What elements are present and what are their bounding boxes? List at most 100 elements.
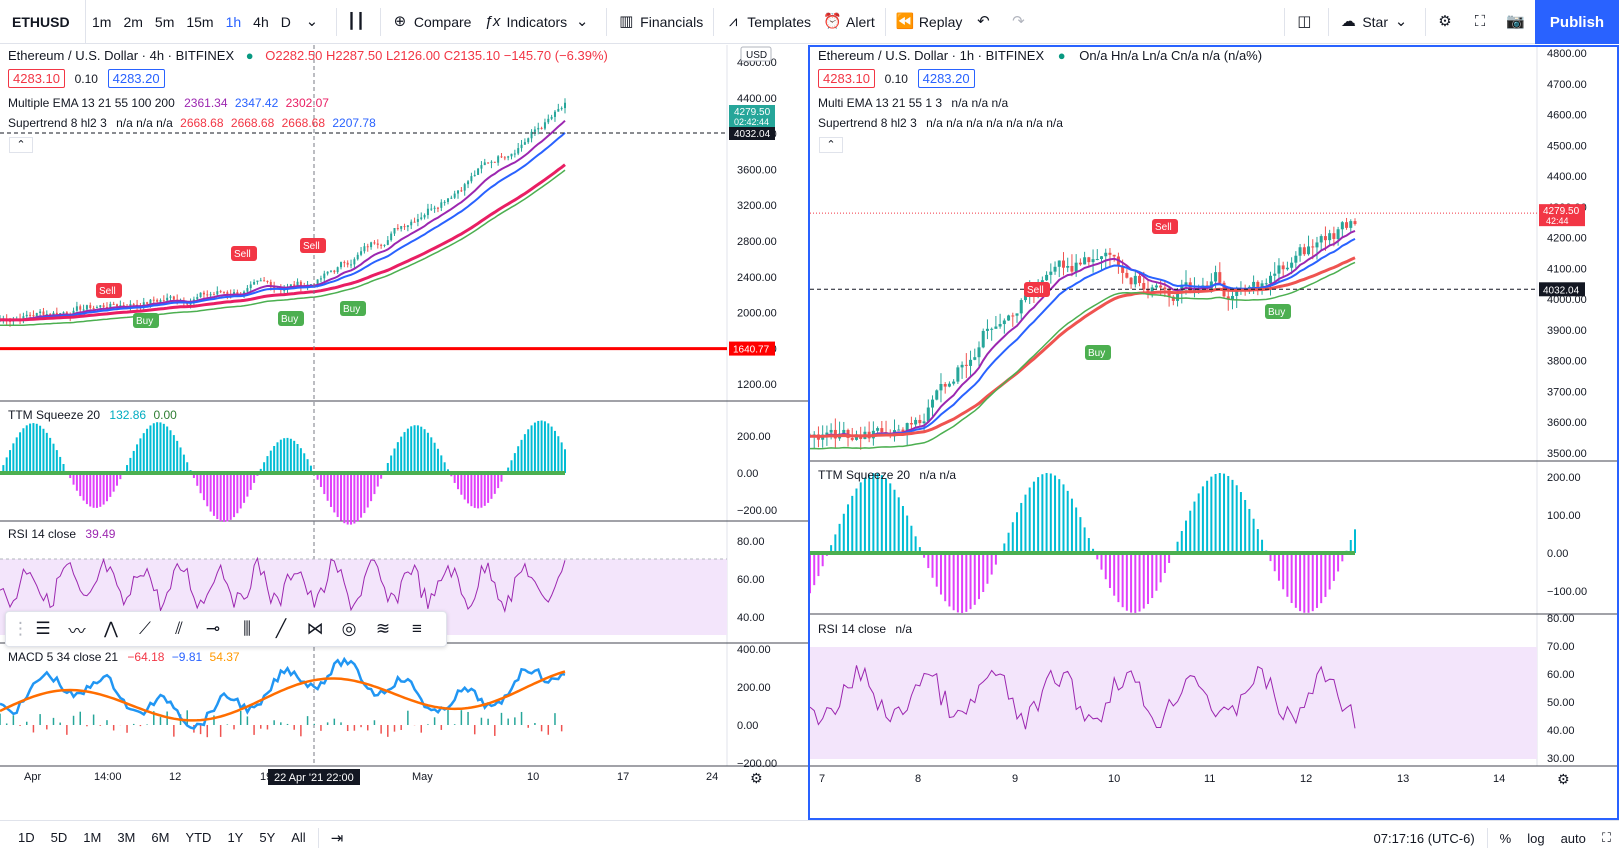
candle-body [1095,259,1099,261]
candle-body [1019,300,1023,314]
left-chart-canvas[interactable]: 4800.004400.004000.003600.003200.002800.… [0,45,808,820]
right-rsi-legend[interactable]: RSI 14 close n/a [818,622,912,636]
range-ytd[interactable]: YTD [185,830,212,845]
candle-body [89,305,92,308]
interval-5m[interactable]: 5m [154,13,175,30]
interval-4h[interactable]: 4h [253,13,269,30]
left-macd-legend[interactable]: MACD 5 34 close 21 −64.18 −9.81 54.37 [8,650,240,664]
templates-button[interactable]: ⩘ Templates [718,0,817,44]
settings-lines-icon[interactable]: ≡ [412,619,422,638]
candle-body [1138,275,1142,284]
interval-1m[interactable]: 1m [92,13,112,30]
indicators-button[interactable]: ƒx Indicators ⌄ [477,0,602,44]
candle-body [922,421,926,424]
left-symbol-title[interactable]: Ethereum / U.S. Dollar · 4h · BITFINEX [8,48,235,63]
candle-body [527,138,530,143]
candle-body [49,314,52,316]
settings-button[interactable]: ⚙ [1430,0,1465,44]
expand-button[interactable]: ⛶ [1594,830,1619,846]
left-rsi-legend[interactable]: RSI 14 close 39.49 [8,527,115,541]
range-1m[interactable]: 1M [83,830,102,845]
range-1d[interactable]: 1D [18,830,35,845]
right-collapse-legend-button[interactable]: ⌃ [819,137,843,153]
price-tick-label: 3900.00 [1547,325,1587,337]
time-tick-label: 7 [819,773,825,785]
publish-button[interactable]: Publish [1535,0,1619,44]
abcd-pattern-icon[interactable]: ⋀ [104,619,118,638]
left-bid-price[interactable]: 4283.10 [8,69,65,88]
range-all[interactable]: All [291,830,306,845]
financials-label: Financials [640,13,704,30]
collapse-legend-button[interactable]: ⌃ [9,137,33,153]
financials-button[interactable]: ▥ Financials [611,0,709,44]
candle-body [1345,222,1349,228]
left-supertrend-legend[interactable]: Supertrend 8 hl2 3 n/a n/a n/a 2668.68 2… [8,116,376,130]
log-scale-toggle[interactable]: log [1527,830,1545,846]
compare-button[interactable]: ⊕ Compare [385,0,478,44]
ema-mid-line [0,131,566,322]
range-1y[interactable]: 1Y [227,830,244,845]
horizontal-lines-icon[interactable]: ☰ [35,619,51,638]
xabcd-pattern-icon[interactable]: ⋈ [306,619,324,638]
right-supertrend-legend[interactable]: Supertrend 8 hl2 3 n/a n/a n/a n/a n/a n… [818,116,1063,130]
range-6m[interactable]: 6M [151,830,170,845]
candle-body [1281,265,1285,270]
trend-angle-icon[interactable]: ⟋ [139,619,151,638]
left-ttm-legend[interactable]: TTM Squeeze 20 132.86 0.00 [8,408,177,422]
right-symbol-title[interactable]: Ethereum / U.S. Dollar · 1h · BITFINEX [818,48,1045,63]
candle-body [25,314,28,317]
time-tick-label: 8 [915,773,921,785]
horizontal-ray-icon[interactable]: ⊸ [205,619,221,638]
price-tick-label: 4000.00 [1547,294,1587,306]
undo-button[interactable]: ↶ [968,0,1003,44]
clock-timezone[interactable]: 07:17:16 (UTC-6) [1373,830,1475,846]
signal-label: Sell [1027,285,1044,296]
layout-button[interactable]: ◫ [1289,0,1324,44]
interval-15m[interactable]: 15m [186,13,214,30]
elliott-wave-icon[interactable]: 〰 [68,621,86,641]
snapshot-button[interactable]: 📷 [1500,0,1535,44]
replay-button[interactable]: ⏪ Replay [890,0,969,44]
right-ask-price[interactable]: 4283.20 [917,69,975,88]
interval-dropdown[interactable]: ⌄ [297,0,332,44]
candle-body [493,161,496,163]
range-5y[interactable]: 5Y [259,830,276,845]
drag-handle-icon[interactable]: ⋮ [12,619,29,638]
candle-body [420,217,423,220]
fib-spiral-icon[interactable]: ◎ [341,619,357,638]
candle-body [1256,281,1260,291]
right-bid-price[interactable]: 4283.10 [818,69,875,88]
right-chart-canvas[interactable]: 4800.004700.004600.004500.004400.004300.… [810,47,1617,818]
candle-body [112,303,115,305]
auto-scale-toggle[interactable]: auto [1560,830,1586,846]
divider [317,827,319,848]
right-ema-legend[interactable]: Multi EMA 13 21 55 1 3 n/a n/a n/a [818,96,1008,110]
fib-retracement-icon[interactable]: ≋ [375,619,391,638]
percent-scale-toggle[interactable]: % [1499,830,1512,846]
interval-2m[interactable]: 2m [123,13,143,30]
interval-d[interactable]: D [280,13,291,30]
candle-body [376,243,379,245]
pitchfork-icon[interactable]: ⫽ [175,619,183,638]
chart-type-button[interactable]: ┃┃ [341,0,376,44]
goto-date-button[interactable]: ⇥ [323,829,352,847]
fullscreen-button[interactable]: ⛶ [1465,0,1500,44]
left-ema-legend[interactable]: Multiple EMA 13 21 55 100 200 2361.34 23… [8,96,329,110]
range-3m[interactable]: 3M [117,830,136,845]
right-ttm-legend[interactable]: TTM Squeeze 20 n/a n/a [818,468,956,482]
redo-button[interactable]: ↷ [1003,0,1038,44]
ema-fast-line [0,119,566,322]
ttm-tick-label: −100.00 [1547,586,1587,598]
last-price-tag [729,105,775,127]
interval-1h[interactable]: 1h [225,13,242,30]
symbol-search[interactable]: ETHUSD [0,0,86,44]
left-ask-price[interactable]: 4283.20 [107,69,165,88]
left-chart-pane[interactable]: 4800.004400.004000.003600.003200.002800.… [0,45,808,820]
right-chart-pane[interactable]: 4800.004700.004600.004500.004400.004300.… [808,45,1619,820]
alert-button[interactable]: ⏰ Alert [817,0,881,44]
long-position-icon[interactable]: ⫼ [243,619,251,638]
gear-icon: ⚙ [1438,13,1452,30]
trend-line-icon[interactable]: ╱ [275,619,287,638]
range-5d[interactable]: 5D [50,830,68,845]
star-button[interactable]: ☁ Star ⌄ [1333,0,1421,44]
